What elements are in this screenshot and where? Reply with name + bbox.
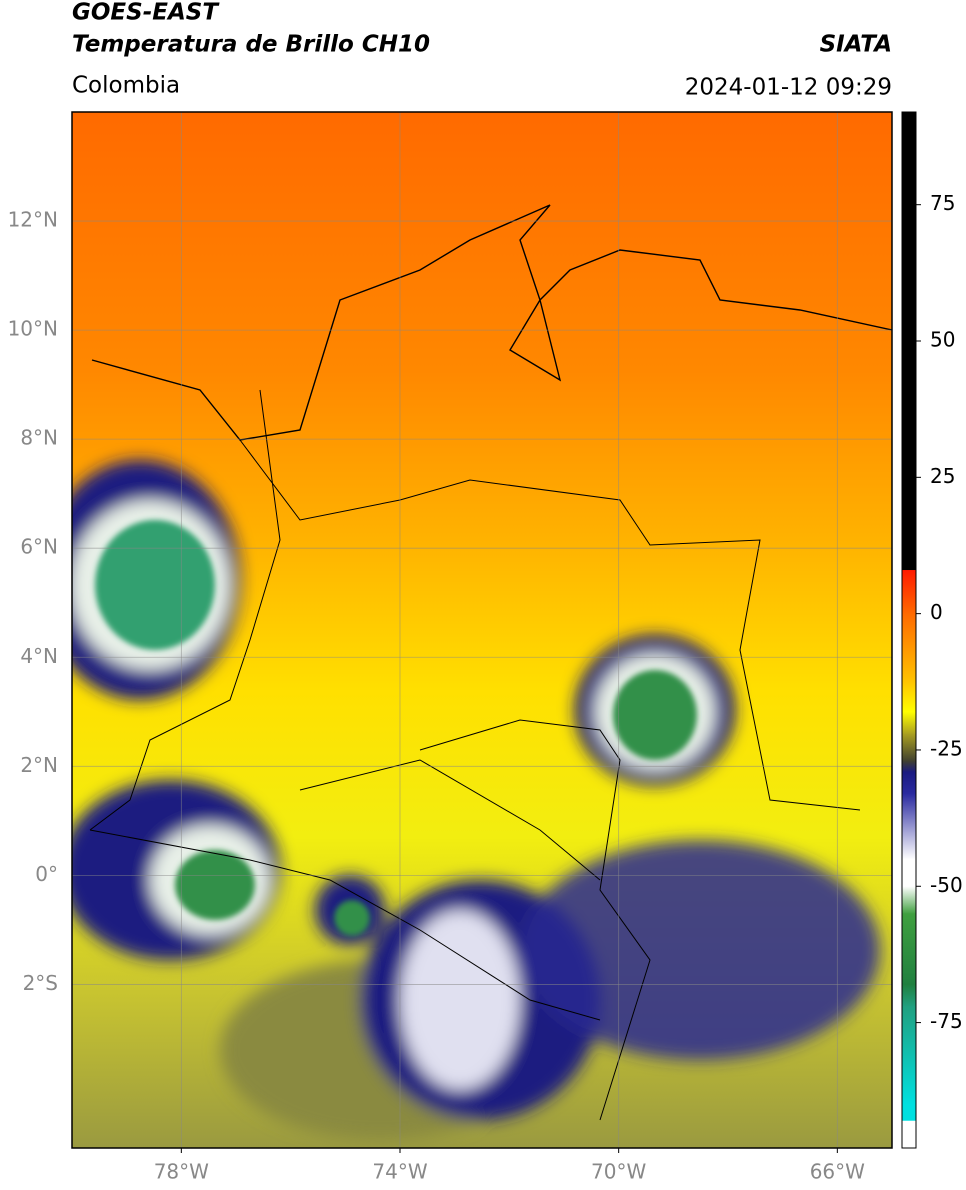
lat-tick-label: 8°N <box>20 426 58 450</box>
colorbar: 75 50 25 0 -25 -50 -75 <box>901 111 963 1149</box>
colorbar-segment <box>902 886 916 915</box>
lon-tick-label: 66°W <box>810 1160 865 1184</box>
grid <box>72 112 892 1148</box>
satellite: GOES-EAST <box>72 0 220 26</box>
colorbar-segment <box>902 679 916 713</box>
map-frame <box>71 111 893 1149</box>
cold-tops <box>95 520 697 936</box>
colorbar-tick-label: -50 <box>930 873 963 897</box>
lon-tick-label: 78°W <box>154 1160 209 1184</box>
borders <box>89 389 861 1121</box>
lon-tick-label: 70°W <box>591 1160 646 1184</box>
lat-tick-label: 6°N <box>20 535 58 559</box>
lat-tick-label: 2°S <box>23 971 58 995</box>
datetime: 2024-01-12 09:29 <box>685 75 892 101</box>
imagery <box>72 112 892 1148</box>
coastline <box>91 204 892 441</box>
colorbar-segment <box>902 984 916 1007</box>
colorbar-segment <box>902 1006 916 1105</box>
region: Colombia <box>72 73 180 99</box>
colorbar-tick-label: 0 <box>930 600 943 624</box>
colorbar-segment <box>902 859 916 887</box>
colorbar-segment <box>902 711 916 735</box>
colorbar-tick-label: 75 <box>930 191 955 215</box>
colorbar-tick-label: 25 <box>930 464 955 488</box>
product: Temperatura de Brillo CH10 <box>72 32 430 58</box>
colorbar-frame <box>901 111 917 1149</box>
colorbar-segment <box>902 613 916 680</box>
colorbar-tick-label: 50 <box>930 328 955 352</box>
colorbar-segment <box>902 733 916 762</box>
colorbar-segment <box>902 760 916 773</box>
colorbar-segment <box>902 1120 916 1149</box>
lat-tick-label: 4°N <box>20 644 58 668</box>
colorbar-tick-label: -75 <box>930 1009 963 1033</box>
lat-tick-label: 10°N <box>8 317 58 341</box>
colorbar-segment <box>902 793 916 860</box>
colorbar-segment <box>902 112 916 571</box>
lat-tick-label: 2°N <box>20 753 58 777</box>
lon-tick-label: 74°W <box>372 1160 427 1184</box>
colorbar-segment <box>902 913 916 985</box>
colorbar-segment <box>902 1104 916 1122</box>
lat-tick-label: 12°N <box>8 208 58 232</box>
colorbar-segment <box>902 570 916 615</box>
source: SIATA <box>820 32 892 58</box>
colorbar-tick-label: -25 <box>930 736 963 760</box>
colorbar-segment <box>902 771 916 795</box>
lat-tick-label: 0° <box>35 862 58 886</box>
